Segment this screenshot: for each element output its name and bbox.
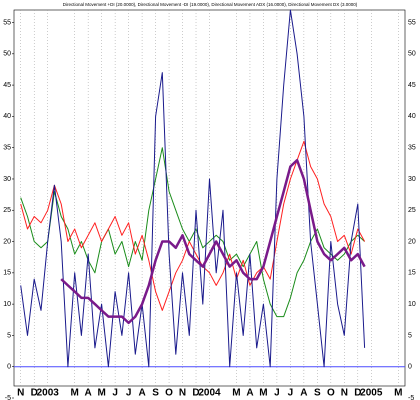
y-tick-label: 0 xyxy=(7,364,11,371)
y-tick-label-right: -5 xyxy=(408,395,414,400)
y-tick-label-right: 25 xyxy=(408,207,416,214)
x-tick-label: A xyxy=(300,388,307,399)
y-tick-label-right: 20 xyxy=(408,238,416,245)
x-tick-label: S xyxy=(314,388,321,399)
y-tick-label: -5 xyxy=(5,395,11,400)
y-tick-label: 35 xyxy=(3,145,11,152)
x-tick-label: J xyxy=(288,388,294,399)
y-tick-label-right: 40 xyxy=(408,113,416,120)
y-tick-label: 30 xyxy=(3,176,11,183)
y-tick-label-right: 5 xyxy=(408,332,412,339)
y-tick-label-right: 55 xyxy=(408,19,416,26)
x-tick-label: M xyxy=(71,388,79,399)
y-tick-label: 15 xyxy=(3,270,11,277)
y-tick-label: 5 xyxy=(7,332,11,339)
y-tick-label: 40 xyxy=(3,113,11,120)
x-tick-label: D xyxy=(354,388,361,399)
x-tick-label: 2005 xyxy=(360,388,383,399)
x-tick-label: A xyxy=(85,388,92,399)
chart-title: Directional Movement +DI (20.0000), Dire… xyxy=(63,2,358,7)
x-tick-label: N xyxy=(179,388,186,399)
x-tick-label: S xyxy=(152,388,159,399)
x-tick-label: M xyxy=(97,388,105,399)
x-tick-label: M xyxy=(259,388,267,399)
x-tick-label: 2003 xyxy=(37,388,60,399)
x-tick-label: M xyxy=(394,388,402,399)
x-tick-label: D xyxy=(192,388,199,399)
y-tick-label-right: 15 xyxy=(408,270,416,277)
x-tick-label: 2004 xyxy=(198,388,221,399)
x-tick-label: A xyxy=(246,388,253,399)
y-tick-label-right: 50 xyxy=(408,51,416,58)
y-tick-label: 25 xyxy=(3,207,11,214)
series-line xyxy=(20,140,366,311)
x-tick-label: N xyxy=(341,388,348,399)
y-tick-label: 55 xyxy=(3,19,11,26)
x-tick-label: A xyxy=(138,388,145,399)
y-tick-label-right: 35 xyxy=(408,145,416,152)
y-tick-label: 20 xyxy=(3,238,11,245)
y-tick-label-right: 10 xyxy=(408,301,416,308)
x-tick-label: J xyxy=(274,388,280,399)
x-tick-label: D xyxy=(31,388,38,399)
y-tick-label-right: 0 xyxy=(408,364,412,371)
x-tick-label: O xyxy=(327,388,335,399)
x-tick-label: N xyxy=(17,388,24,399)
x-tick-label: M xyxy=(232,388,240,399)
y-tick-label: 10 xyxy=(3,301,11,308)
x-tick-label: J xyxy=(112,388,118,399)
x-tick-label: O xyxy=(165,388,173,399)
series-line xyxy=(20,9,366,368)
y-tick-label: 45 xyxy=(3,82,11,89)
series-line xyxy=(60,158,366,325)
series-line xyxy=(20,147,365,318)
plot-frame xyxy=(13,9,406,387)
y-tick-label: 50 xyxy=(3,51,11,58)
x-tick-label: J xyxy=(126,388,132,399)
y-tick-label-right: 45 xyxy=(408,82,416,89)
y-tick-label-right: 30 xyxy=(408,176,416,183)
